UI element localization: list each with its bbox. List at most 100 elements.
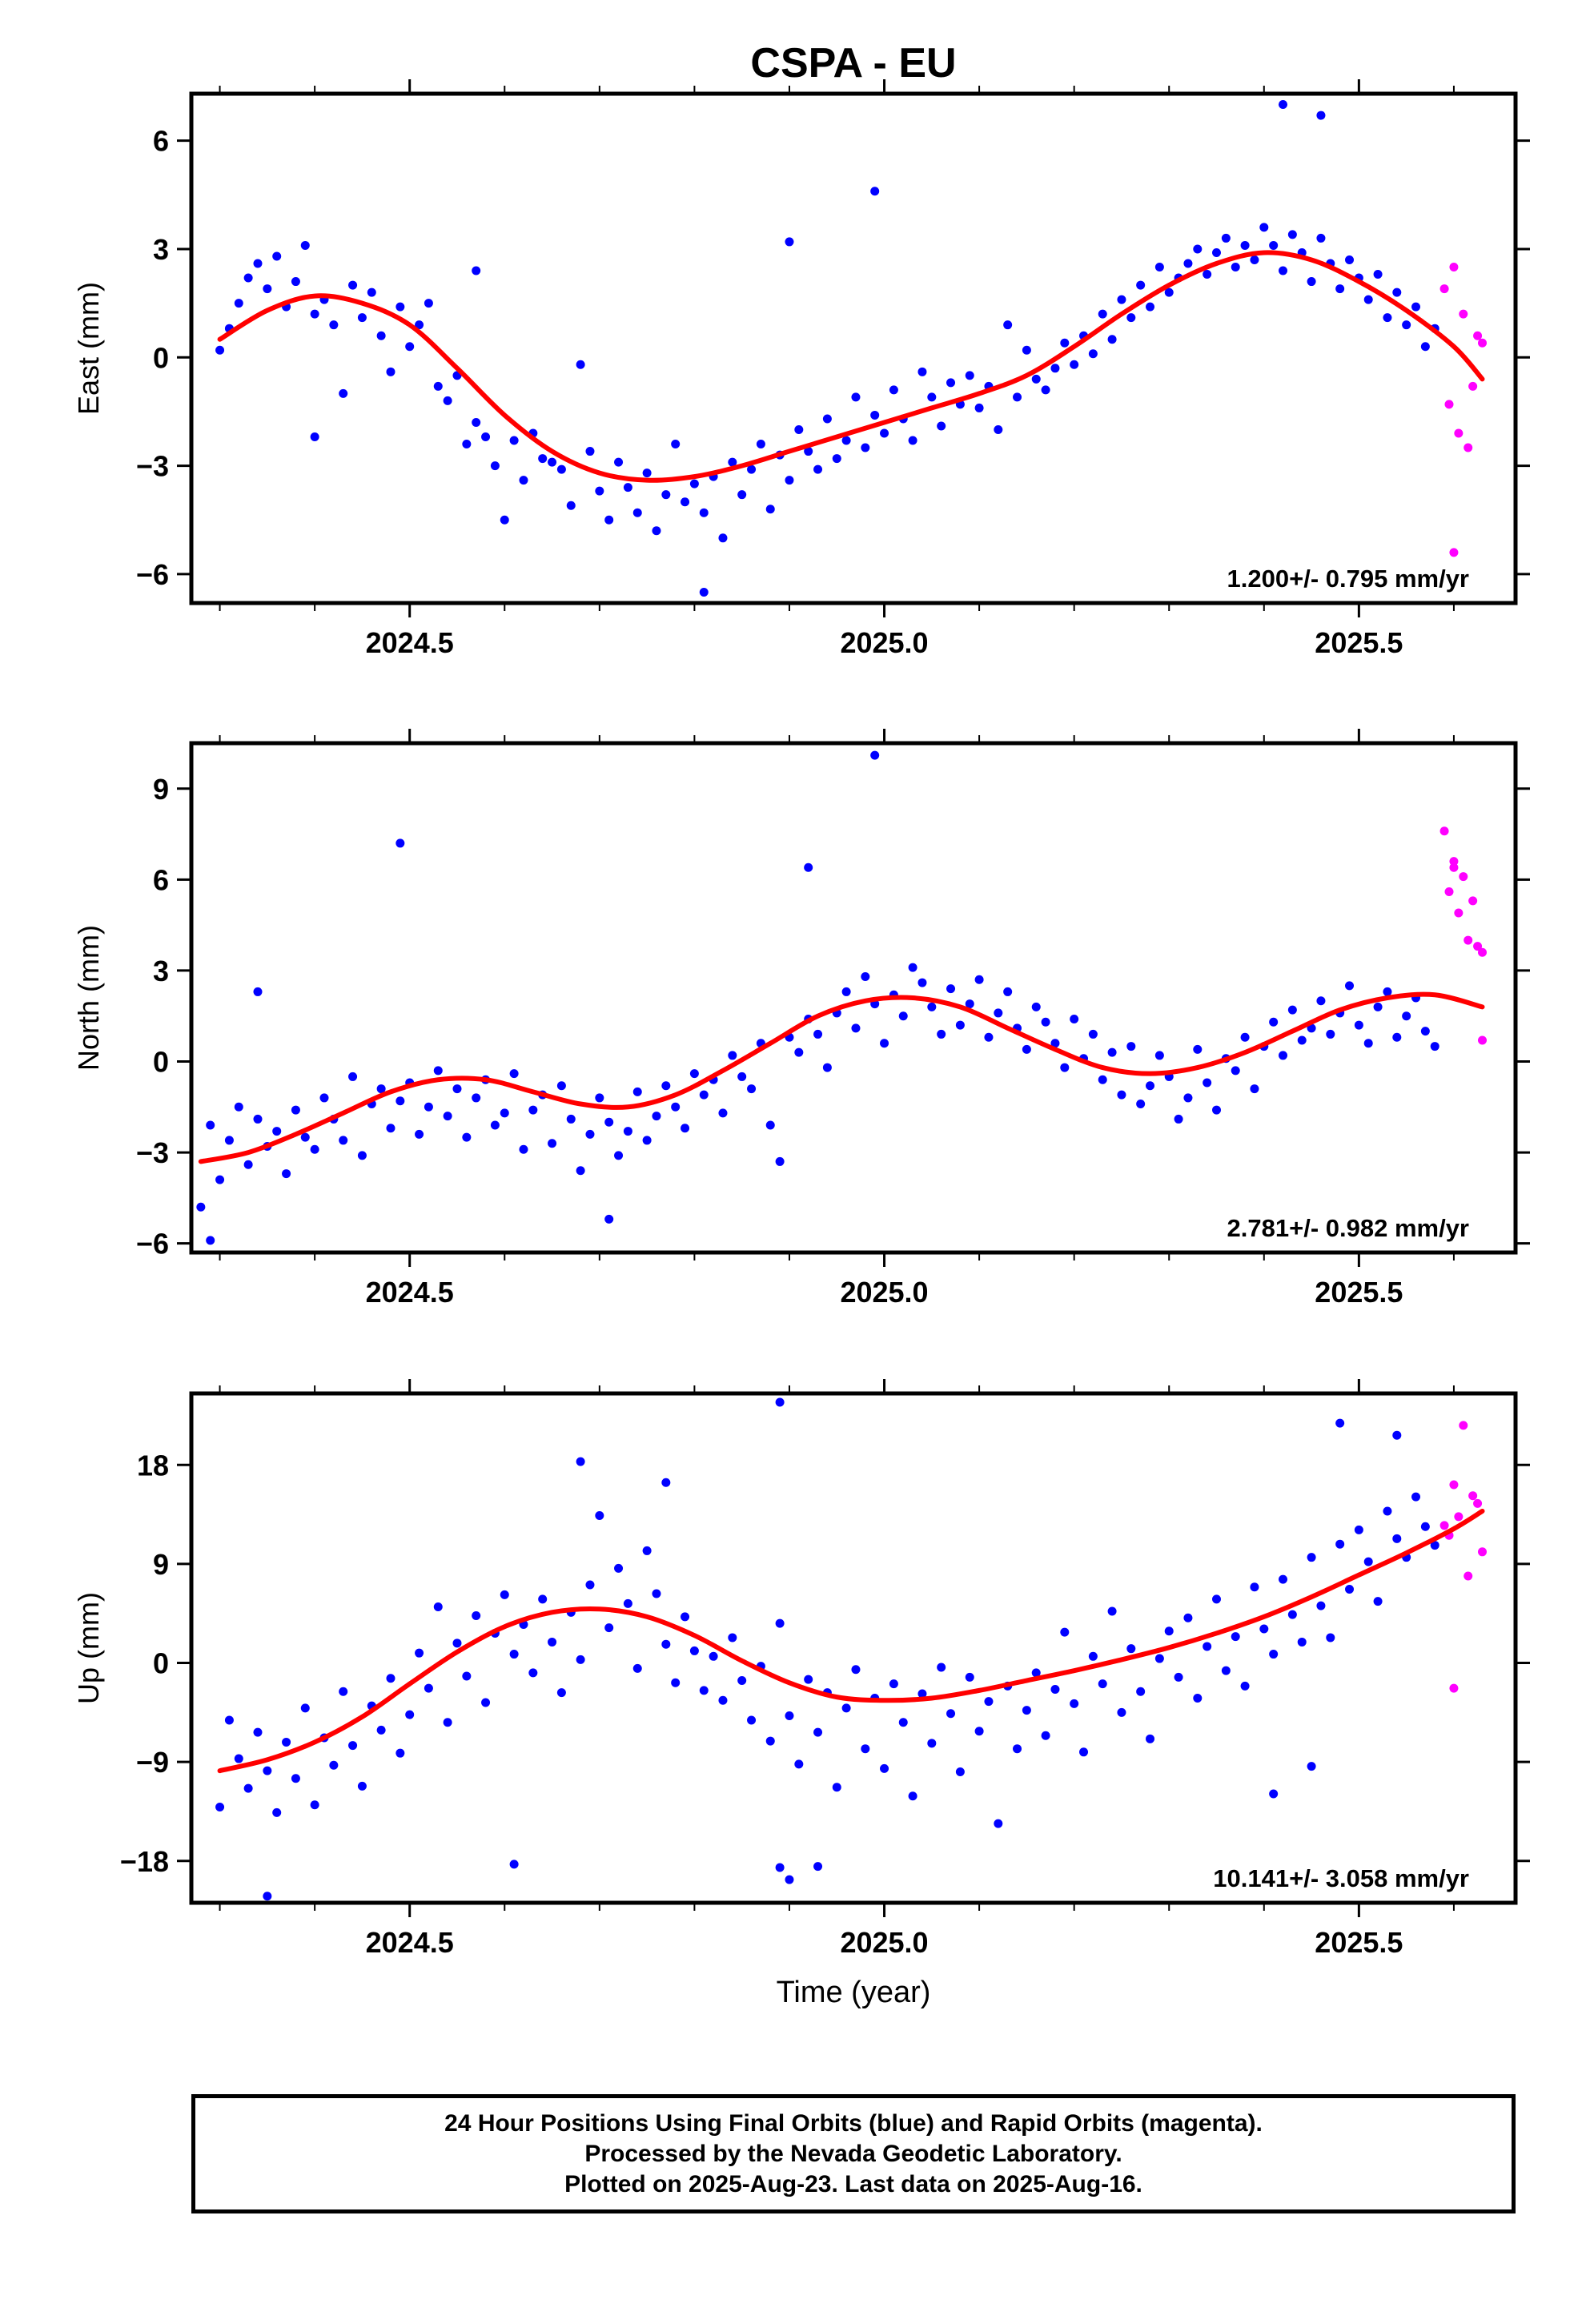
north-y-tick-label: 9 <box>153 773 169 806</box>
north-final-point <box>253 987 263 996</box>
north-y-tick-label: 6 <box>153 863 169 896</box>
east-final-point <box>1402 320 1411 330</box>
panel-east: 2024.5 2025.0 2025.5 −6 −3 0 3 6 East (mm) 1.200+… <box>72 79 1530 659</box>
north-final-point <box>955 1020 965 1030</box>
north-rapid-point <box>1464 935 1473 945</box>
up-x-tick-label: 2025.5 <box>1315 1926 1403 1959</box>
east-final-point <box>1050 364 1060 373</box>
up-final-point <box>832 1783 841 1792</box>
north-final-point <box>614 1151 624 1160</box>
east-y-axis-label: East (mm) <box>72 282 105 415</box>
north-rate-label: 2.781+/- 0.982 mm/yr <box>1227 1214 1469 1242</box>
east-final-point <box>1316 111 1326 120</box>
north-final-point <box>310 1144 319 1154</box>
east-final-point <box>1287 230 1297 239</box>
up-final-point <box>1363 1557 1373 1566</box>
east-final-point <box>728 457 737 467</box>
north-rapid-point <box>1454 908 1464 918</box>
up-final-point <box>556 1688 566 1698</box>
east-y-tick-label: 6 <box>153 125 169 158</box>
north-final-point <box>1050 1039 1060 1048</box>
up-final-point <box>215 1802 225 1811</box>
up-final-point <box>861 1744 870 1754</box>
north-final-point <box>196 1202 206 1212</box>
north-final-point <box>348 1072 358 1081</box>
north-rapid-point <box>1478 947 1488 957</box>
east-final-point <box>1373 270 1383 279</box>
east-final-point <box>1335 284 1345 294</box>
north-final-point <box>718 1108 728 1118</box>
north-final-point <box>804 862 813 872</box>
up-final-point <box>955 1767 965 1777</box>
east-final-point <box>1240 240 1250 250</box>
east-rapid-point <box>1478 338 1488 348</box>
up-plot-frame <box>189 1391 1518 1905</box>
east-final-point <box>889 385 898 395</box>
north-final-point <box>1203 1078 1212 1088</box>
up-final-point <box>765 1736 775 1746</box>
up-final-point <box>747 1715 757 1725</box>
north-final-point <box>794 1047 804 1057</box>
east-final-point <box>1279 266 1288 275</box>
up-rapid-point <box>1478 1547 1488 1557</box>
north-final-point <box>765 1120 775 1130</box>
up-final-point <box>291 1774 300 1783</box>
north-final-point <box>822 1063 832 1072</box>
east-final-point <box>509 436 519 445</box>
up-final-point <box>718 1695 728 1705</box>
up-final-point <box>728 1633 737 1642</box>
north-final-point <box>1383 987 1392 996</box>
up-final-point <box>1316 1601 1326 1610</box>
north-rapid-point <box>1444 887 1454 896</box>
north-rapid-point <box>1449 857 1459 866</box>
up-final-point <box>804 1675 813 1684</box>
north-final-point <box>243 1160 253 1169</box>
up-final-point <box>965 1672 974 1682</box>
up-final-point <box>1136 1687 1146 1696</box>
north-final-point <box>1126 1042 1136 1051</box>
north-final-point <box>1212 1105 1222 1115</box>
east-final-point <box>1279 100 1288 110</box>
north-final-point <box>519 1144 528 1154</box>
east-final-point <box>1250 255 1259 264</box>
east-final-point <box>747 464 757 474</box>
panel-up: 2024.5 2025.0 2025.5 −18 −9 0 9 18 Up (mm) 10.141… <box>72 1379 1530 1959</box>
east-rapid-point <box>1454 428 1464 438</box>
east-final-point <box>253 259 263 268</box>
north-final-point <box>984 1032 994 1042</box>
north-final-point <box>652 1112 661 1121</box>
north-final-point <box>1088 1029 1098 1039</box>
up-final-point <box>1392 1430 1402 1440</box>
north-final-point <box>880 1039 889 1048</box>
up-final-point <box>1231 1632 1240 1642</box>
up-final-point <box>386 1674 396 1683</box>
north-final-point <box>671 1102 681 1112</box>
north-final-point <box>1174 1114 1183 1124</box>
east-final-point <box>1031 374 1041 384</box>
east-final-point <box>1363 295 1373 304</box>
up-y-tick-label: 0 <box>153 1647 169 1680</box>
east-final-point <box>1098 309 1107 319</box>
up-final-point <box>1335 1418 1345 1428</box>
north-final-point <box>623 1127 632 1136</box>
up-final-point <box>1345 1585 1355 1594</box>
north-final-point <box>376 1084 386 1094</box>
north-final-point <box>604 1214 614 1224</box>
up-final-point <box>528 1668 538 1678</box>
north-final-point <box>1354 1020 1363 1030</box>
up-final-point <box>1287 1610 1297 1619</box>
north-final-point <box>556 1081 566 1091</box>
east-final-point <box>1136 280 1146 290</box>
east-final-point <box>357 313 367 323</box>
east-final-point <box>880 428 889 438</box>
up-rapid-point <box>1449 1683 1459 1693</box>
east-final-point <box>765 505 775 514</box>
up-final-point <box>1354 1525 1363 1534</box>
up-final-point <box>576 1655 585 1664</box>
up-final-point <box>1146 1734 1155 1743</box>
east-final-point <box>699 508 709 517</box>
up-final-point <box>433 1602 443 1611</box>
east-final-point <box>585 447 595 456</box>
up-final-point <box>1297 1637 1307 1647</box>
north-final-point <box>566 1114 576 1124</box>
